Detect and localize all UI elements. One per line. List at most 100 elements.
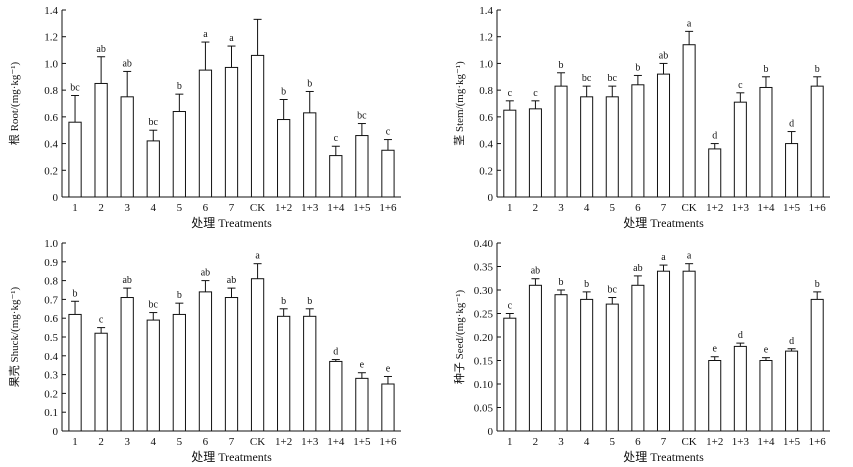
- bar: [503, 109, 517, 198]
- x-tick-label: 5: [177, 436, 183, 448]
- y-axis-title: 果壳 Shuck/(mg·kg⁻¹): [7, 286, 21, 387]
- significance-label: b: [307, 78, 312, 89]
- bar: [68, 121, 82, 198]
- bar: [580, 96, 594, 198]
- x-tick-label: 1+4: [327, 436, 345, 448]
- bar: [554, 85, 568, 198]
- x-tick-label: 1+5: [353, 436, 371, 448]
- y-tick-label: 0.4: [44, 139, 58, 151]
- x-tick-label: 1+3: [732, 202, 750, 214]
- x-tick-label: 1+2: [275, 202, 292, 214]
- significance-label: a: [255, 251, 260, 262]
- y-tick-label: 1.0: [479, 58, 493, 70]
- significance-label: ab: [633, 263, 642, 274]
- y-tick-label: 0.40: [474, 238, 494, 250]
- x-tick-label: 1: [72, 436, 78, 448]
- x-tick-label: 5: [610, 436, 616, 448]
- y-tick-label: 0.2: [44, 165, 58, 177]
- y-tick-label: 1.4: [44, 5, 58, 17]
- y-tick-label: 1.2: [479, 32, 493, 44]
- y-tick-label: 0.6: [44, 313, 58, 325]
- significance-label: b: [177, 81, 182, 92]
- x-tick-label: CK: [250, 436, 265, 448]
- bar: [303, 315, 317, 432]
- significance-label: b: [635, 62, 640, 73]
- y-tick-label: 0.9: [44, 257, 58, 269]
- bar: [631, 284, 645, 432]
- x-tick-label: 1+2: [706, 202, 723, 214]
- bar: [303, 112, 317, 198]
- bar: [224, 66, 239, 198]
- chart-panel-4: 00.050.100.150.200.250.300.350.40c1ab2b3…: [452, 238, 830, 464]
- significance-label: ab: [201, 268, 210, 279]
- x-tick-label: 1+3: [301, 436, 319, 448]
- significance-label: b: [281, 296, 286, 307]
- x-tick-label: 5: [177, 202, 183, 214]
- x-axis-title: 处理 Treatments: [623, 450, 704, 464]
- x-tick-label: 1+4: [757, 202, 775, 214]
- x-tick-label: CK: [681, 202, 696, 214]
- x-tick-label: 6: [635, 202, 641, 214]
- x-tick-label: 1+6: [809, 436, 827, 448]
- significance-label: a: [661, 252, 666, 263]
- bar: [580, 298, 594, 432]
- significance-label: d: [712, 131, 717, 142]
- x-tick-label: 1+5: [783, 202, 801, 214]
- y-axis-title: 种子 Seed/(mg·kg⁻¹): [452, 289, 466, 384]
- x-axis-title: 处理 Treatments: [191, 450, 272, 464]
- x-tick-label: 1+5: [783, 436, 801, 448]
- bar: [94, 332, 108, 432]
- x-tick-label: CK: [681, 436, 696, 448]
- significance-label: a: [229, 33, 234, 44]
- x-tick-label: 7: [661, 436, 667, 448]
- x-axis-title: 处理 Treatments: [191, 216, 272, 230]
- bar: [759, 360, 773, 432]
- significance-label: b: [815, 279, 820, 290]
- x-tick-label: 4: [584, 202, 590, 214]
- y-tick-label: 0.6: [44, 112, 58, 124]
- bar: [759, 86, 773, 198]
- bar: [381, 383, 395, 432]
- significance-label: b: [559, 60, 564, 71]
- x-tick-label: 1+3: [732, 436, 750, 448]
- y-tick-label: 0.6: [479, 112, 493, 124]
- significance-label: b: [559, 277, 564, 288]
- significance-label: b: [584, 279, 589, 290]
- significance-label: bc: [357, 111, 367, 122]
- significance-label: b: [307, 296, 312, 307]
- bar: [682, 270, 696, 432]
- y-tick-label: 0.3: [44, 370, 58, 382]
- x-tick-label: 4: [584, 436, 590, 448]
- x-tick-label: 1+6: [379, 436, 397, 448]
- bar: [68, 313, 82, 432]
- y-tick-label: 0.30: [474, 285, 494, 297]
- y-tick-label: 0.2: [479, 165, 493, 177]
- significance-label: b: [763, 64, 768, 75]
- x-tick-label: 2: [98, 202, 104, 214]
- significance-label: d: [789, 119, 794, 130]
- significance-label: bc: [70, 82, 80, 93]
- y-tick-label: 0.20: [474, 332, 494, 344]
- x-tick-label: 1+2: [706, 436, 723, 448]
- bar: [355, 377, 369, 432]
- significance-label: c: [386, 127, 391, 138]
- significance-label: b: [177, 290, 182, 301]
- bar: [277, 119, 291, 198]
- bar: [682, 44, 696, 198]
- bar: [554, 294, 568, 432]
- significance-label: a: [687, 18, 692, 29]
- significance-label: c: [533, 88, 538, 99]
- significance-label: ab: [122, 275, 131, 286]
- x-tick-label: CK: [250, 202, 265, 214]
- significance-label: ab: [96, 44, 105, 55]
- bar: [250, 54, 265, 198]
- x-tick-label: 3: [558, 202, 564, 214]
- significance-label: e: [713, 344, 718, 355]
- y-axis-title: 根 Root/(mg·kg⁻¹): [7, 61, 21, 145]
- x-tick-label: 3: [124, 202, 130, 214]
- significance-label: ab: [531, 266, 540, 277]
- significance-label: bc: [149, 117, 159, 128]
- chart-panel-2: 00.20.40.60.81.01.21.4c1c2b3bc4bc5b6ab7a…: [453, 5, 830, 230]
- chart-panel-3: 00.10.20.30.40.50.60.70.80.91.0b1c2ab3bc…: [7, 238, 401, 464]
- x-tick-label: 6: [635, 436, 641, 448]
